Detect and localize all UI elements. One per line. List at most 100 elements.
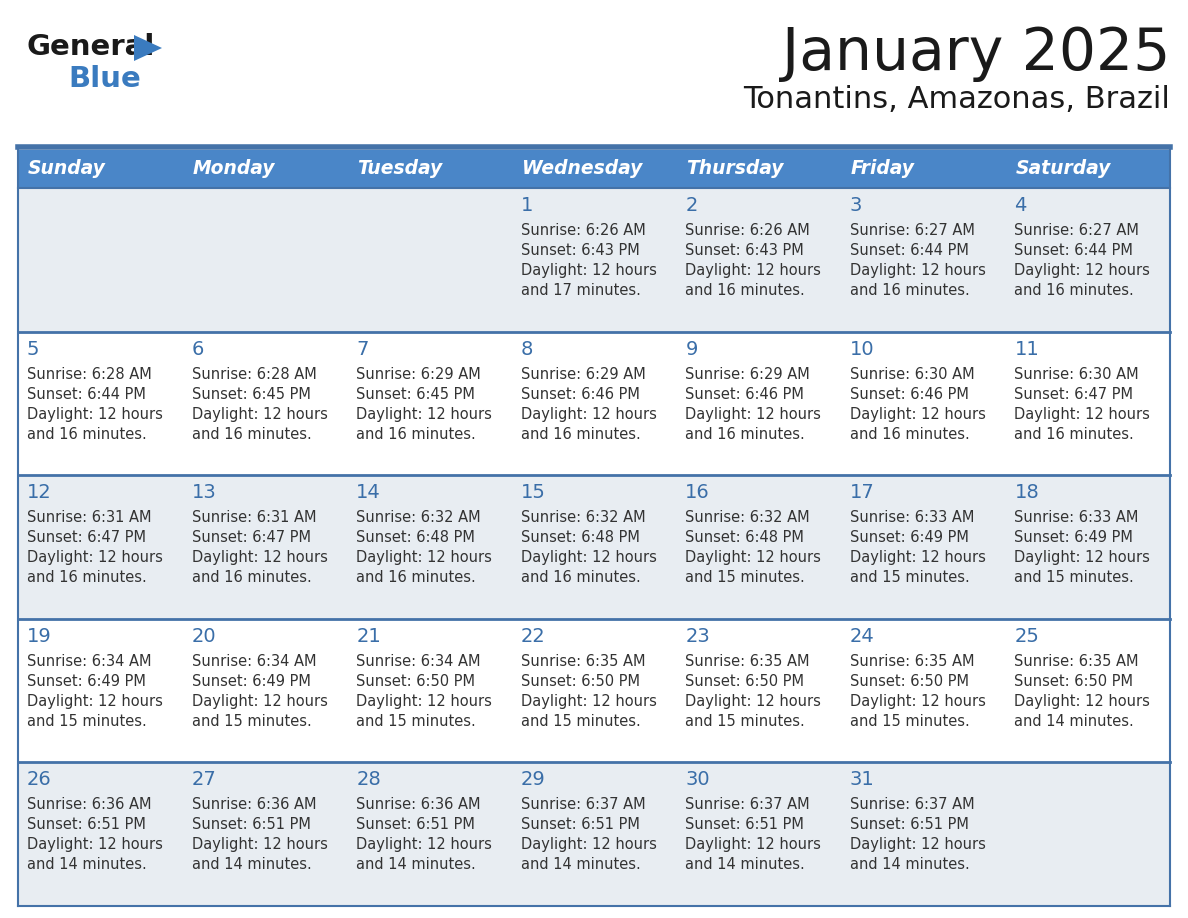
Text: Sunset: 6:51 PM: Sunset: 6:51 PM [191,817,310,833]
Text: and 15 minutes.: and 15 minutes. [1015,570,1135,585]
Text: Sunset: 6:46 PM: Sunset: 6:46 PM [685,386,804,401]
Text: Sunrise: 6:33 AM: Sunrise: 6:33 AM [849,510,974,525]
Text: Sunrise: 6:31 AM: Sunrise: 6:31 AM [191,510,316,525]
Text: 7: 7 [356,340,368,359]
Text: 28: 28 [356,770,381,789]
Text: 21: 21 [356,627,381,645]
Text: Friday: Friday [851,160,915,178]
Text: Daylight: 12 hours: Daylight: 12 hours [849,550,986,565]
Text: 31: 31 [849,770,874,789]
Text: and 14 minutes.: and 14 minutes. [1015,714,1135,729]
Text: Sunset: 6:50 PM: Sunset: 6:50 PM [685,674,804,688]
Text: Sunday: Sunday [29,160,106,178]
Text: Sunset: 6:48 PM: Sunset: 6:48 PM [356,531,475,545]
Text: Sunrise: 6:29 AM: Sunrise: 6:29 AM [356,366,481,382]
Text: Sunrise: 6:28 AM: Sunrise: 6:28 AM [191,366,316,382]
Text: Sunrise: 6:32 AM: Sunrise: 6:32 AM [520,510,645,525]
Text: General: General [26,33,154,61]
Text: Sunrise: 6:34 AM: Sunrise: 6:34 AM [356,654,481,669]
Text: Sunrise: 6:34 AM: Sunrise: 6:34 AM [191,654,316,669]
Text: Sunset: 6:46 PM: Sunset: 6:46 PM [849,386,968,401]
Bar [347,150,512,188]
Text: Sunset: 6:47 PM: Sunset: 6:47 PM [191,531,310,545]
Text: and 15 minutes.: and 15 minutes. [520,714,640,729]
Text: Sunrise: 6:32 AM: Sunrise: 6:32 AM [685,510,810,525]
Text: 9: 9 [685,340,697,359]
Text: Daylight: 12 hours: Daylight: 12 hours [356,407,492,421]
Text: 8: 8 [520,340,533,359]
Text: 18: 18 [1015,483,1040,502]
Text: Daylight: 12 hours: Daylight: 12 hours [685,407,821,421]
Text: and 16 minutes.: and 16 minutes. [849,427,969,442]
Text: and 15 minutes.: and 15 minutes. [849,714,969,729]
Text: Daylight: 12 hours: Daylight: 12 hours [849,263,986,278]
Text: Sunset: 6:44 PM: Sunset: 6:44 PM [849,243,968,258]
Text: and 16 minutes.: and 16 minutes. [27,570,147,585]
Text: and 16 minutes.: and 16 minutes. [27,427,147,442]
Text: and 15 minutes.: and 15 minutes. [356,714,476,729]
Text: 11: 11 [1015,340,1040,359]
Text: Sunset: 6:50 PM: Sunset: 6:50 PM [1015,674,1133,688]
Text: and 15 minutes.: and 15 minutes. [849,570,969,585]
Text: Sunrise: 6:37 AM: Sunrise: 6:37 AM [849,798,974,812]
Text: Daylight: 12 hours: Daylight: 12 hours [685,263,821,278]
Text: Sunset: 6:49 PM: Sunset: 6:49 PM [1015,531,1133,545]
Bar [18,150,183,188]
Text: and 14 minutes.: and 14 minutes. [849,857,969,872]
Text: Thursday: Thursday [687,160,784,178]
Text: Daylight: 12 hours: Daylight: 12 hours [1015,263,1150,278]
Text: 26: 26 [27,770,52,789]
Text: Sunrise: 6:35 AM: Sunrise: 6:35 AM [1015,654,1139,669]
Bar [1005,150,1170,188]
Text: 24: 24 [849,627,874,645]
Text: and 16 minutes.: and 16 minutes. [685,427,805,442]
Text: Daylight: 12 hours: Daylight: 12 hours [849,407,986,421]
Text: 6: 6 [191,340,204,359]
Text: and 16 minutes.: and 16 minutes. [356,570,476,585]
Text: Sunset: 6:50 PM: Sunset: 6:50 PM [520,674,639,688]
Text: Daylight: 12 hours: Daylight: 12 hours [520,407,657,421]
Text: Sunset: 6:51 PM: Sunset: 6:51 PM [356,817,475,833]
Bar [18,331,1170,476]
Text: Sunrise: 6:36 AM: Sunrise: 6:36 AM [27,798,152,812]
Text: Sunrise: 6:26 AM: Sunrise: 6:26 AM [685,223,810,238]
Text: Sunset: 6:43 PM: Sunset: 6:43 PM [520,243,639,258]
Text: Daylight: 12 hours: Daylight: 12 hours [191,837,328,853]
Polygon shape [134,35,162,61]
Text: Sunrise: 6:32 AM: Sunrise: 6:32 AM [356,510,481,525]
Text: Daylight: 12 hours: Daylight: 12 hours [191,694,328,709]
Text: and 16 minutes.: and 16 minutes. [520,570,640,585]
Text: Monday: Monday [192,160,276,178]
Text: Sunrise: 6:33 AM: Sunrise: 6:33 AM [1015,510,1139,525]
Text: Daylight: 12 hours: Daylight: 12 hours [685,837,821,853]
Text: Daylight: 12 hours: Daylight: 12 hours [356,694,492,709]
Text: Daylight: 12 hours: Daylight: 12 hours [27,407,163,421]
Text: and 15 minutes.: and 15 minutes. [685,714,805,729]
Bar [18,763,1170,906]
Text: and 17 minutes.: and 17 minutes. [520,283,640,298]
Text: Sunrise: 6:34 AM: Sunrise: 6:34 AM [27,654,152,669]
Text: and 16 minutes.: and 16 minutes. [356,427,476,442]
Text: 4: 4 [1015,196,1026,215]
Text: 25: 25 [1015,627,1040,645]
Text: 16: 16 [685,483,710,502]
Text: Daylight: 12 hours: Daylight: 12 hours [191,550,328,565]
Text: Sunset: 6:49 PM: Sunset: 6:49 PM [849,531,968,545]
Text: 5: 5 [27,340,39,359]
Text: Daylight: 12 hours: Daylight: 12 hours [1015,694,1150,709]
Text: Sunrise: 6:31 AM: Sunrise: 6:31 AM [27,510,152,525]
Text: Sunrise: 6:30 AM: Sunrise: 6:30 AM [849,366,974,382]
Text: and 14 minutes.: and 14 minutes. [685,857,805,872]
Text: Daylight: 12 hours: Daylight: 12 hours [1015,550,1150,565]
Text: 27: 27 [191,770,216,789]
Text: and 14 minutes.: and 14 minutes. [27,857,147,872]
Text: and 16 minutes.: and 16 minutes. [520,427,640,442]
Text: 22: 22 [520,627,545,645]
Text: Sunrise: 6:37 AM: Sunrise: 6:37 AM [520,798,645,812]
Text: Sunrise: 6:26 AM: Sunrise: 6:26 AM [520,223,645,238]
Text: Sunset: 6:48 PM: Sunset: 6:48 PM [685,531,804,545]
Text: Daylight: 12 hours: Daylight: 12 hours [520,263,657,278]
Bar [18,476,1170,619]
Text: 29: 29 [520,770,545,789]
Text: 30: 30 [685,770,710,789]
